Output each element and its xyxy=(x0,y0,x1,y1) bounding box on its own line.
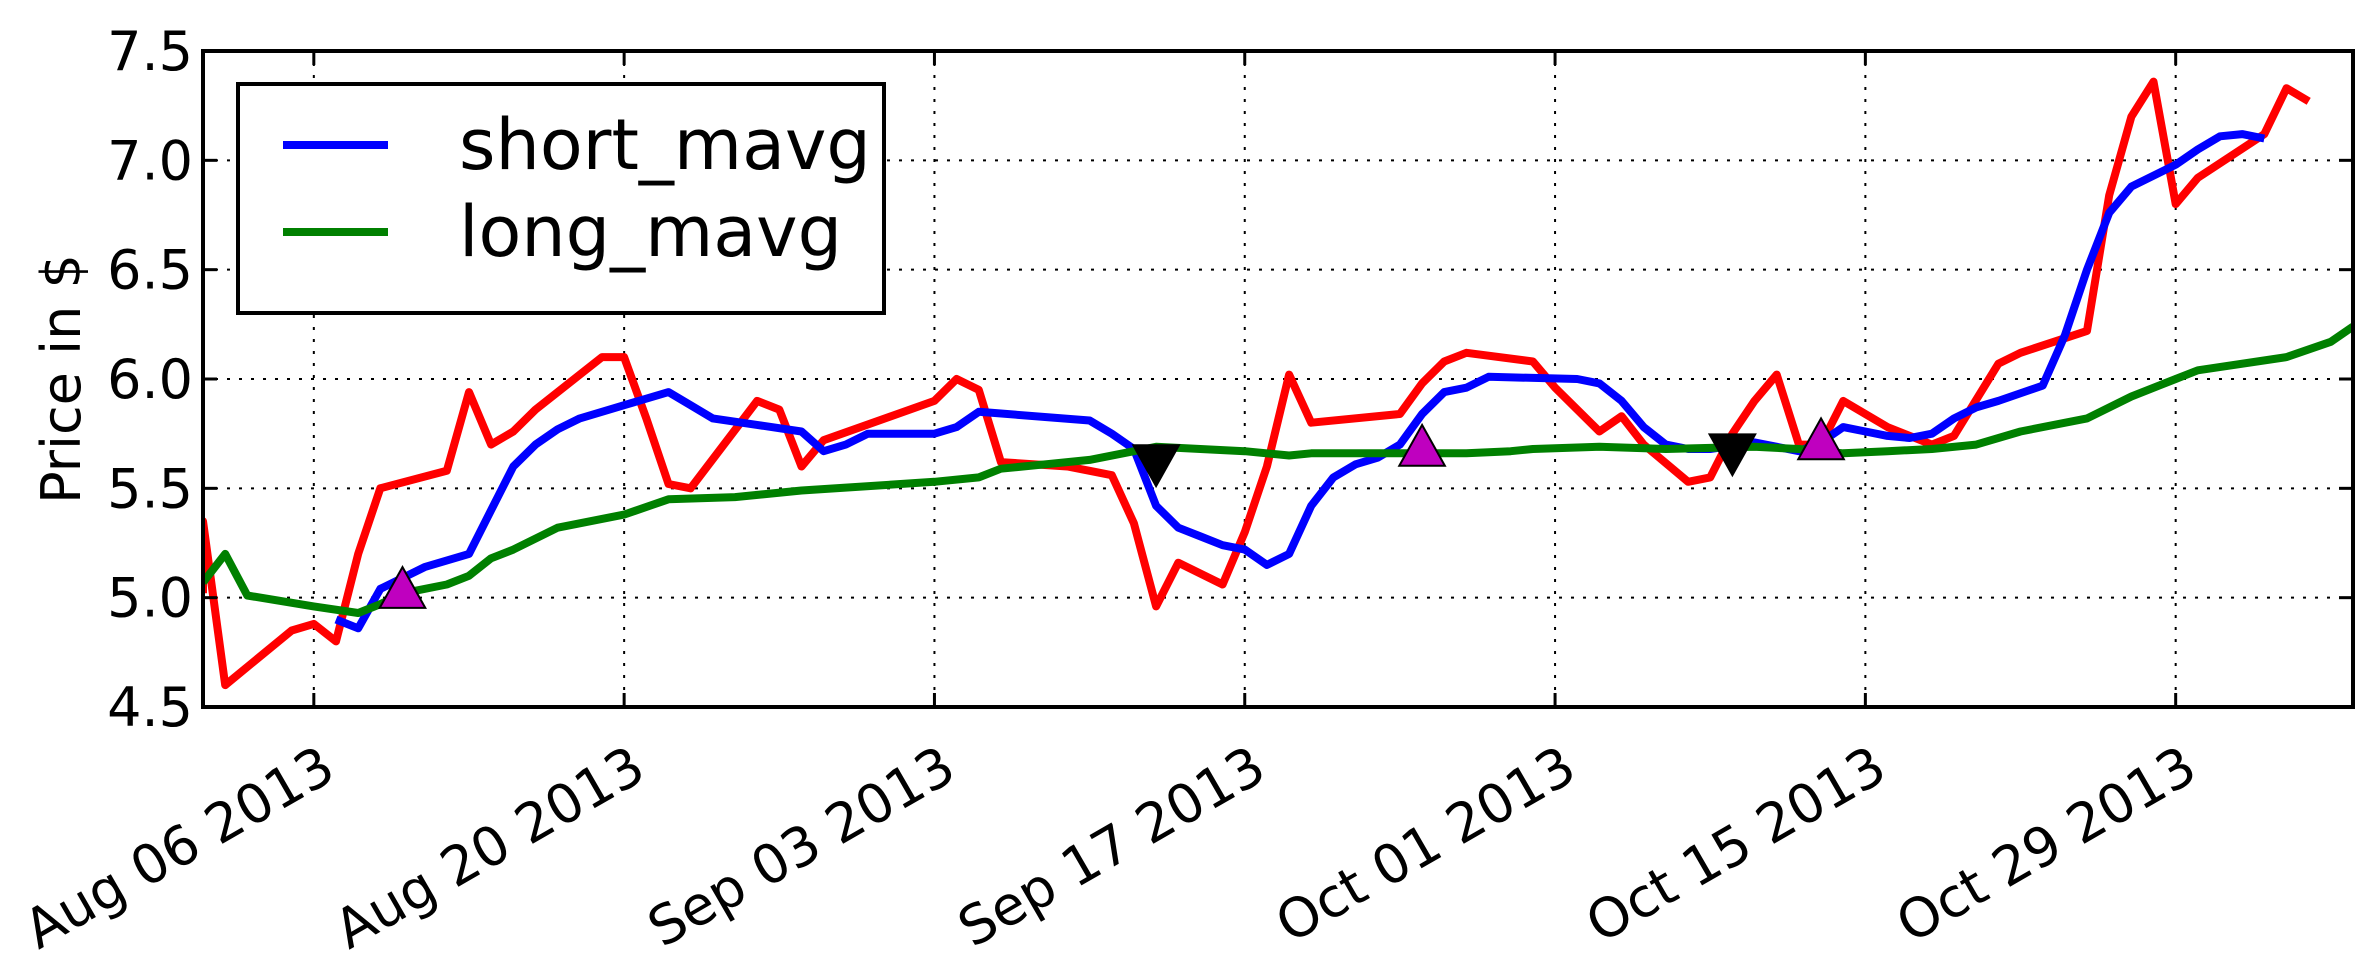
y-tick-label: 7.0 xyxy=(107,129,193,192)
series-lines xyxy=(203,77,2353,690)
buy-signal-marker xyxy=(1397,422,1447,467)
series-line-price xyxy=(203,77,2311,690)
y-tick-label: 7.5 xyxy=(107,20,193,83)
y-tick-label: 5.5 xyxy=(107,457,193,520)
buy-signal-marker xyxy=(1796,416,1846,461)
x-tick-label: Aug 06 2013 xyxy=(14,734,345,954)
y-tick-label: 6.5 xyxy=(107,239,193,302)
series-line-short-mavg xyxy=(334,130,2266,633)
y-axis-title: Price in $ xyxy=(30,254,93,504)
x-tick-label: Aug 20 2013 xyxy=(324,734,655,954)
x-tick-label: Oct 01 2013 xyxy=(1265,734,1586,954)
y-tick-label: 5.0 xyxy=(107,567,193,630)
x-tick-label: Sep 03 2013 xyxy=(637,734,965,954)
y-tick-label: 4.5 xyxy=(107,676,193,739)
sell-signal-marker xyxy=(1707,433,1757,478)
legend-box xyxy=(236,82,886,315)
x-tick-label: Oct 29 2013 xyxy=(1886,734,2207,954)
sell-signal-marker xyxy=(1131,444,1181,489)
legend-label-long-mavg: long_mavg xyxy=(459,191,842,273)
y-tick-label: 6.0 xyxy=(107,348,193,411)
series-line-long-mavg xyxy=(203,323,2353,617)
legend-label-short-mavg: short_mavg xyxy=(459,104,871,186)
buy-signal-marker xyxy=(377,565,427,609)
signal-markers xyxy=(377,416,1846,609)
x-tick-label: Oct 15 2013 xyxy=(1576,734,1897,954)
y-axis: 4.5 5.0 5.5 6.0 6.5 7.0 7.5 xyxy=(107,20,2353,739)
x-tick-label: Sep 17 2013 xyxy=(948,734,1276,954)
